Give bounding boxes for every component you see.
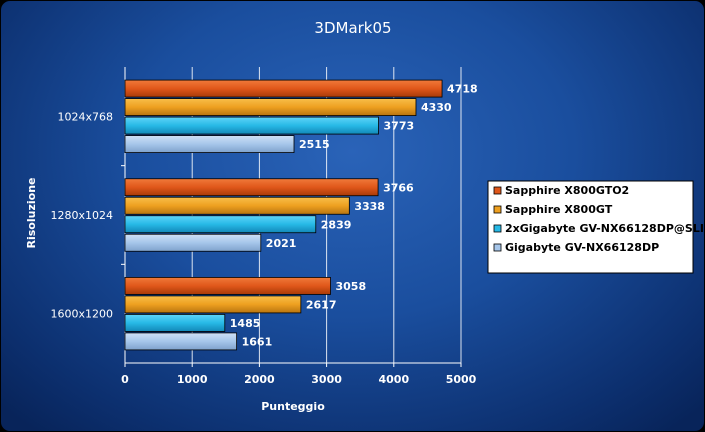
bar <box>124 196 350 215</box>
data-label: 2617 <box>306 298 337 311</box>
x-tick-label: 5000 <box>446 373 477 386</box>
data-label: 2021 <box>266 237 297 250</box>
category-label: 1600x1200 <box>51 308 114 321</box>
category-labels: 1024x768 1280x1024 1600x1200 <box>51 110 114 320</box>
legend-swatch <box>493 224 502 233</box>
chart-title: 3DMark05 <box>314 19 391 37</box>
bar <box>124 79 443 98</box>
data-label: 1661 <box>242 335 273 348</box>
x-tick-labels: 0 1000 2000 3000 4000 5000 <box>121 373 476 386</box>
data-label: 3766 <box>383 181 414 194</box>
axes <box>121 67 462 367</box>
legend-label: Gigabyte GV-NX66128DP <box>505 241 659 254</box>
legend-swatch <box>493 243 502 252</box>
bar <box>124 277 331 295</box>
legend-swatch <box>493 186 502 195</box>
bar <box>124 178 379 197</box>
x-tick-label: 4000 <box>378 373 409 386</box>
data-label: 3058 <box>335 280 366 293</box>
bar <box>124 314 226 332</box>
data-label: 3773 <box>384 120 415 133</box>
data-label: 1485 <box>230 317 261 330</box>
data-label: 3338 <box>354 200 385 213</box>
x-tick-label: 0 <box>121 373 129 386</box>
category-label: 1280x1024 <box>51 209 114 222</box>
data-label: 2839 <box>321 218 352 231</box>
data-label: 4718 <box>447 83 478 96</box>
x-tick-label: 1000 <box>177 373 208 386</box>
legend-label: Sapphire X800GT <box>505 203 613 216</box>
bar <box>124 98 417 116</box>
bar <box>124 116 379 135</box>
x-tick-label: 2000 <box>244 373 275 386</box>
gridlines <box>191 67 462 363</box>
legend-box <box>487 180 694 274</box>
bar <box>124 233 262 252</box>
legend-swatch <box>493 205 502 214</box>
x-tick-label: 3000 <box>311 373 342 386</box>
data-label: 2515 <box>299 138 330 151</box>
bar <box>124 295 302 314</box>
legend: Sapphire X800GTO2 Sapphire X800GT 2xGigaby… <box>487 180 704 274</box>
legend-label: Sapphire X800GTO2 <box>505 184 629 197</box>
bar <box>124 332 238 351</box>
category-label: 1024x768 <box>58 110 114 123</box>
data-label: 4330 <box>421 101 452 114</box>
y-axis-label: Risoluzione <box>25 178 38 249</box>
bar <box>124 215 317 234</box>
legend-label: 2xGigabyte GV-NX66128DP@SLI <box>505 222 704 235</box>
bar <box>124 135 295 153</box>
x-axis-label: Punteggio <box>261 400 325 413</box>
